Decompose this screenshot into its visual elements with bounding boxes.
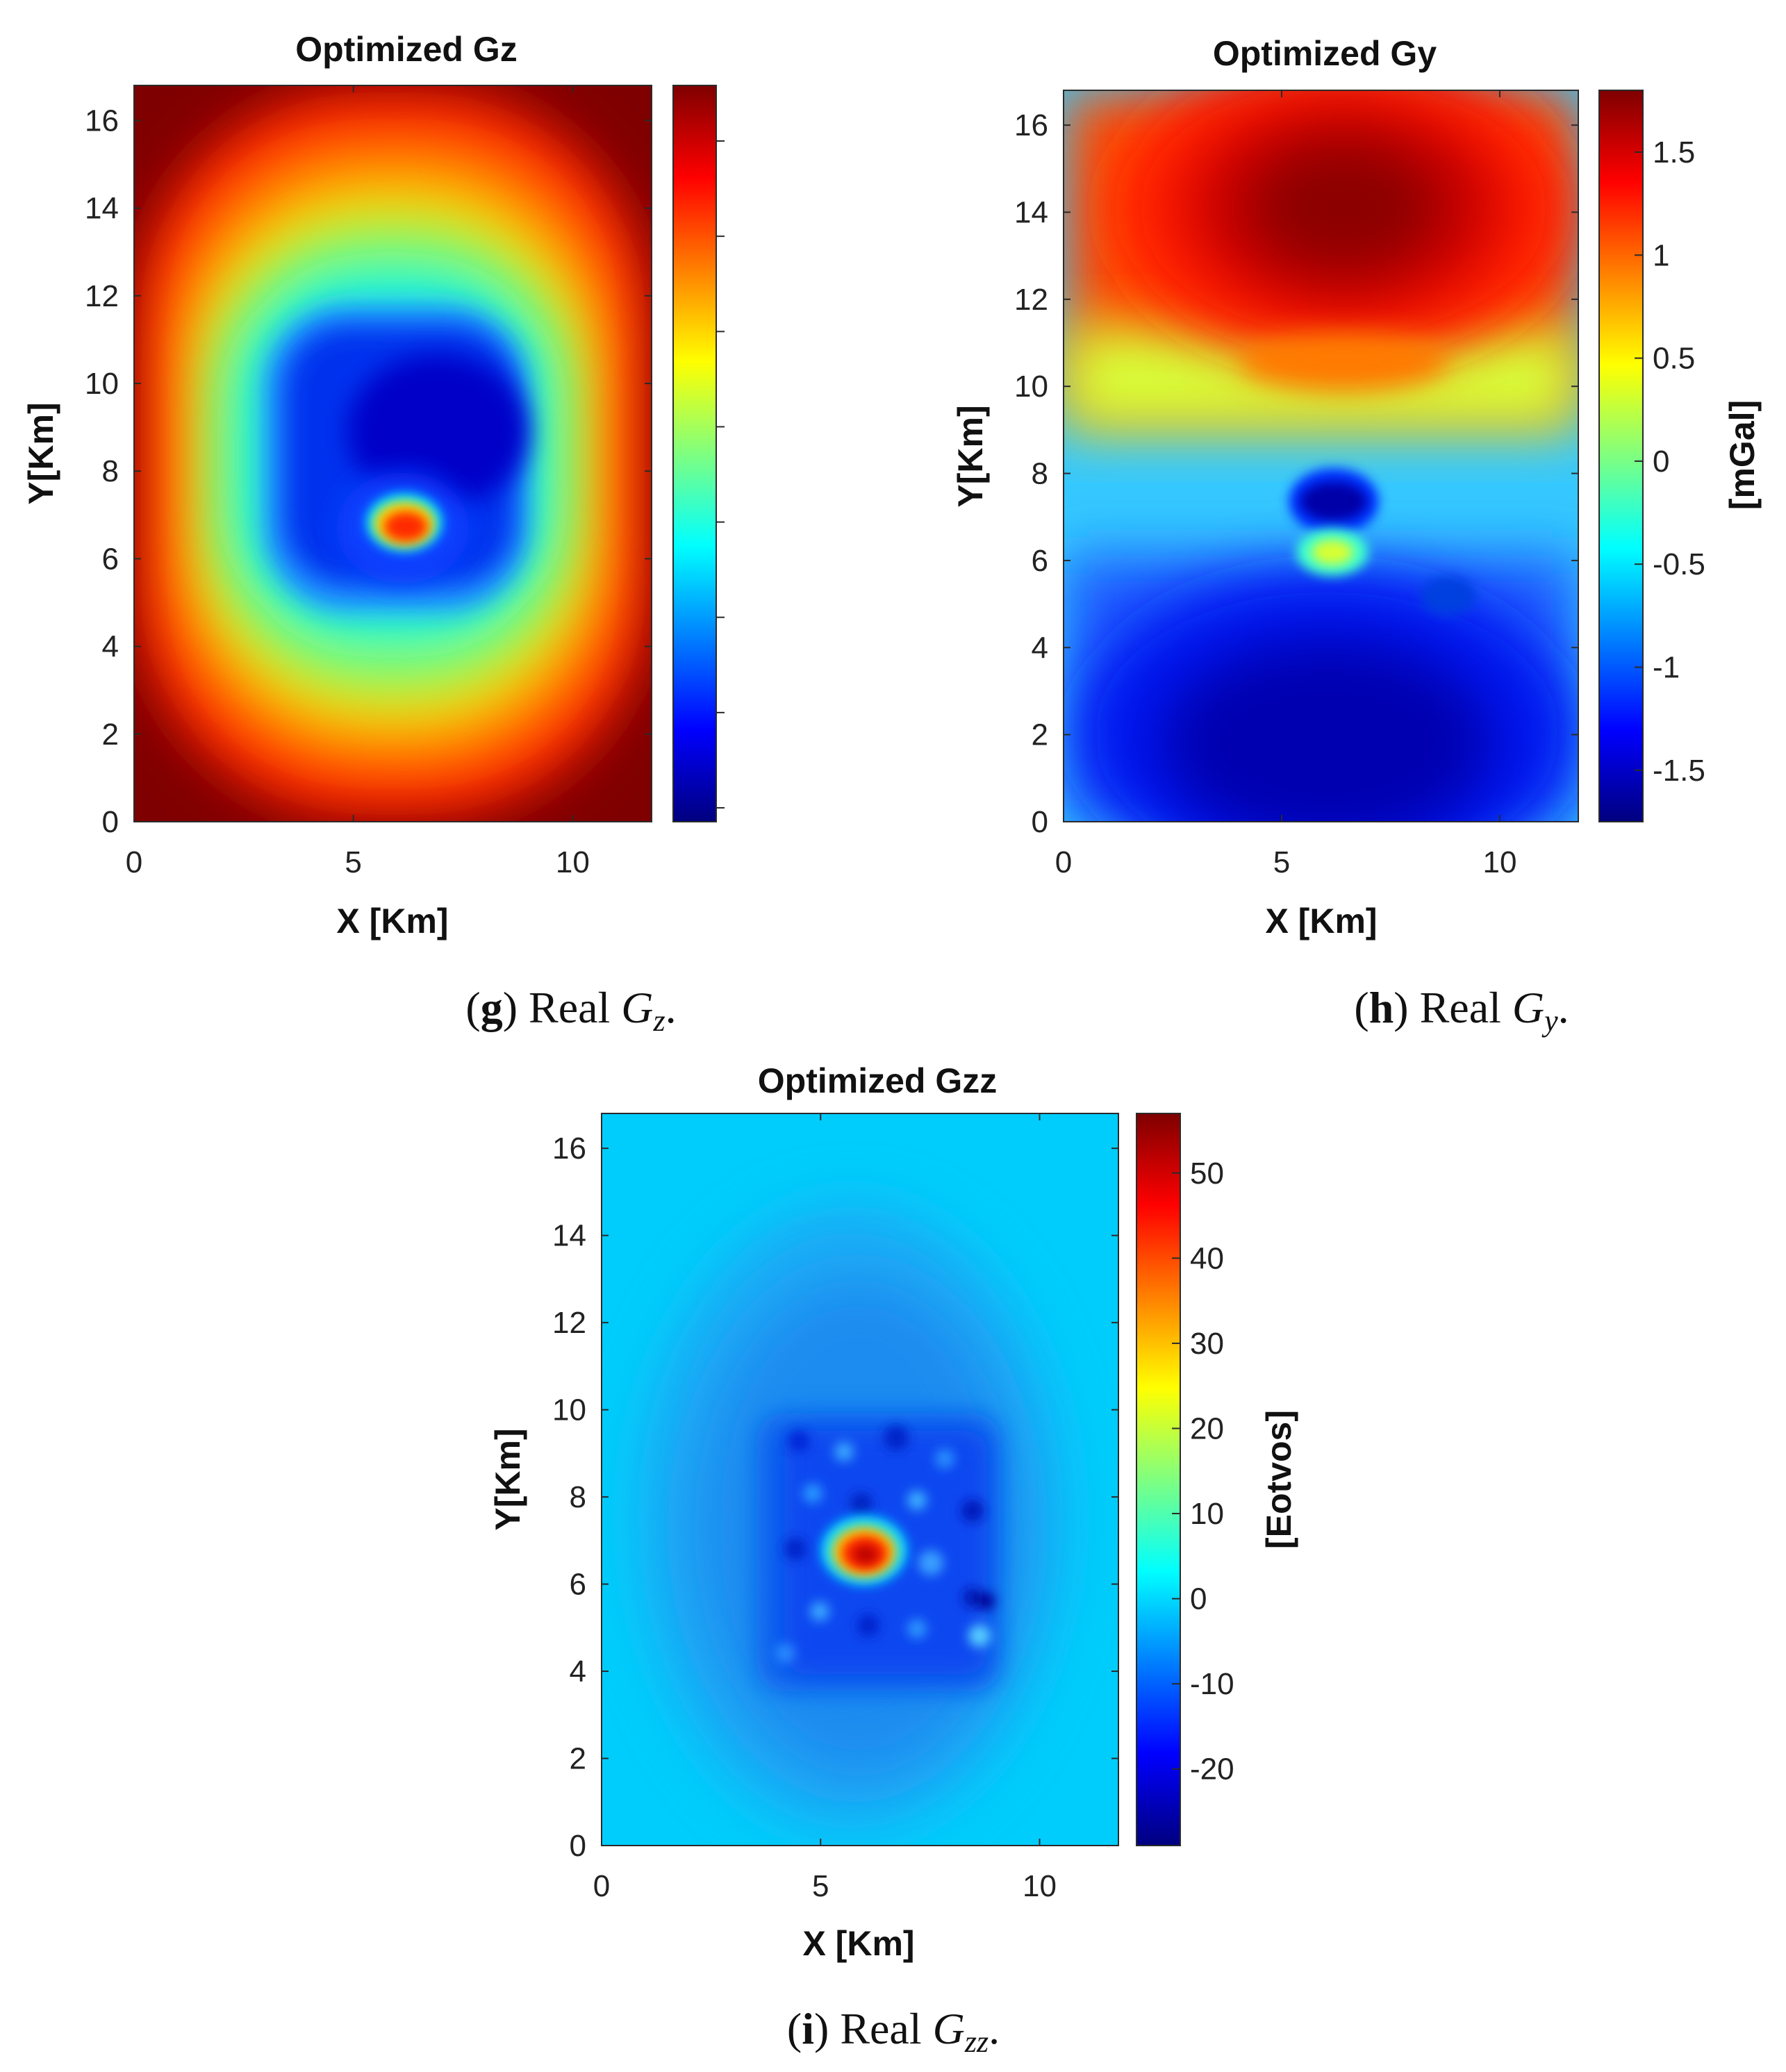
colorbar-ticks: -20 -10 0 10 20 30 40 50 xyxy=(1172,1157,1234,1787)
y-tick-label: 16 xyxy=(552,1132,586,1166)
panel-gzz: Optimized Gzz xyxy=(488,1061,1298,2059)
y-tick-label: 6 xyxy=(1032,544,1048,578)
caption: (i) Real Gzz. xyxy=(787,2004,1000,2059)
y-tick-label: 10 xyxy=(552,1393,586,1427)
plot-frame xyxy=(133,85,652,822)
caption: (g) Real Gz. xyxy=(465,983,676,1038)
heatmap-field xyxy=(602,1113,1118,1846)
colorbar-label: [mGal] xyxy=(1723,400,1762,510)
colorbar-tick-label: 1.5 xyxy=(1653,135,1695,169)
y-tick-label: 16 xyxy=(85,103,119,138)
x-tick-label: 0 xyxy=(593,1869,610,1903)
x-tick-label: 0 xyxy=(1055,845,1072,879)
y-tick-label: 2 xyxy=(570,1742,586,1776)
y-axis-label: Y[Km] xyxy=(951,405,990,507)
colorbar-tick-label: 30 xyxy=(1190,1327,1224,1361)
y-tick-label: 12 xyxy=(1014,283,1048,317)
colorbar-tick-label: 10 xyxy=(1190,1497,1224,1531)
colorbar-tick-label: 0 xyxy=(1653,445,1669,479)
y-tick-label: 16 xyxy=(1014,108,1048,142)
x-axis-label: X [Km] xyxy=(802,1924,914,1963)
plot-frame xyxy=(601,1113,1119,1846)
x-tick-label: 10 xyxy=(1482,845,1516,879)
x-tick-label: 5 xyxy=(812,1869,829,1903)
y-tick-label: 2 xyxy=(1032,718,1048,752)
y-tick-label: 14 xyxy=(1014,196,1048,230)
colorbar-ticks xyxy=(716,140,725,809)
y-tick-label: 12 xyxy=(85,279,119,313)
y-tick-label: 10 xyxy=(85,367,119,401)
colorbar-tick-label: 0.5 xyxy=(1653,342,1695,376)
y-tick-label: 8 xyxy=(102,454,119,488)
panel-gz: Optimized Gz 0 5 10 0 2 4 6 8 10 12 14 16 X [Km] Y[… xyxy=(22,30,725,1038)
x-tick-label: 10 xyxy=(1023,1869,1057,1903)
y-tick-label: 0 xyxy=(570,1829,586,1863)
y-tick-label: 4 xyxy=(102,630,119,664)
colorbar-tick-label: -1.5 xyxy=(1653,754,1705,788)
colorbar xyxy=(1136,1113,1180,1846)
x-axis-label: X [Km] xyxy=(336,902,448,940)
colorbar-tick-label: -20 xyxy=(1190,1752,1234,1787)
colorbar-label: [Eotvos] xyxy=(1259,1410,1298,1549)
x-tick-label: 0 xyxy=(126,845,142,879)
colorbar xyxy=(1599,90,1643,822)
colorbar-ticks: -1.5 -1 -0.5 0 0.5 1 1.5 xyxy=(1635,135,1705,788)
y-tick-label: 14 xyxy=(552,1219,586,1253)
y-axis-label: Y[Km] xyxy=(22,402,60,504)
axes: 0 5 10 0 2 4 6 8 10 12 14 16 xyxy=(552,1113,1118,1903)
y-tick-label: 0 xyxy=(102,805,119,839)
axes: 0 5 10 0 2 4 6 8 10 12 14 16 xyxy=(1014,90,1578,879)
colorbar-tick-label: -0.5 xyxy=(1653,547,1705,581)
y-tick-label: 8 xyxy=(570,1480,586,1514)
x-axis-label: X [Km] xyxy=(1265,902,1377,940)
x-tick-label: 5 xyxy=(1273,845,1290,879)
caption: (h) Real Gy. xyxy=(1354,983,1569,1038)
y-axis-label: Y[Km] xyxy=(488,1428,527,1530)
colorbar xyxy=(673,85,716,822)
y-tick-label: 6 xyxy=(570,1568,586,1602)
axes: 0 5 10 0 2 4 6 8 10 12 14 16 xyxy=(85,85,652,879)
colorbar-tick-label: 20 xyxy=(1190,1411,1224,1445)
x-tick-label: 10 xyxy=(556,845,590,879)
y-tick-label: 8 xyxy=(1032,457,1048,491)
heatmap-field xyxy=(134,85,652,822)
colorbar-tick-label: 0 xyxy=(1190,1582,1207,1616)
y-tick-label: 4 xyxy=(570,1655,586,1689)
y-tick-label: 4 xyxy=(1032,631,1048,665)
y-tick-label: 0 xyxy=(1032,805,1048,839)
chart-title: Optimized Gzz xyxy=(758,1061,997,1100)
y-tick-label: 6 xyxy=(102,542,119,576)
chart-title: Optimized Gy xyxy=(1213,34,1437,73)
plot-frame xyxy=(1063,90,1579,822)
colorbar-tick-label: 50 xyxy=(1190,1157,1224,1191)
y-tick-label: 10 xyxy=(1014,370,1048,404)
y-tick-label: 14 xyxy=(85,192,119,226)
colorbar-tick-label: 1 xyxy=(1653,238,1669,272)
y-tick-label: 2 xyxy=(102,718,119,752)
colorbar-tick-label: -10 xyxy=(1190,1667,1234,1701)
chart-title: Optimized Gz xyxy=(295,30,517,69)
x-tick-label: 5 xyxy=(345,845,361,879)
colorbar-tick-label: -1 xyxy=(1653,651,1680,685)
y-tick-label: 12 xyxy=(552,1306,586,1340)
colorbar-tick-label: 40 xyxy=(1190,1241,1224,1275)
heatmap-field xyxy=(1064,90,1578,822)
